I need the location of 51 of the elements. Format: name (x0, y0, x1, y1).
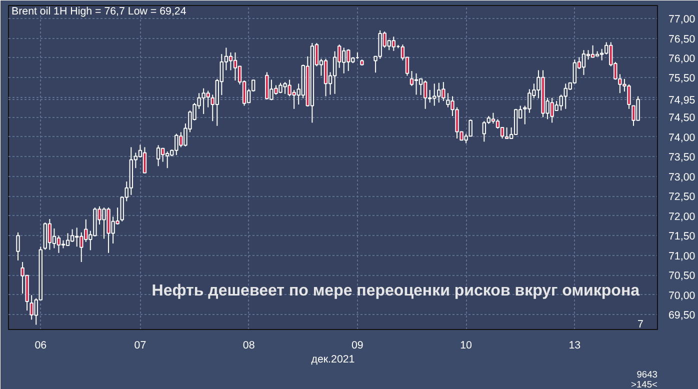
candlestick (156, 144, 160, 167)
x-tick-label: 08 (242, 340, 255, 352)
annotation: Нефть дешевеет по мере переоценки рисков вкруг омикрона (152, 282, 640, 300)
candlestick (600, 48, 604, 61)
y-tick-label: 72,50 (668, 191, 696, 204)
x-tick-label: 13 (568, 340, 581, 352)
x-tick-label: 06 (34, 340, 47, 352)
candlestick (324, 58, 328, 97)
x-tick-label: 07 (134, 340, 146, 352)
candlestick (410, 70, 414, 87)
y-tick-label: 75,50 (668, 72, 696, 85)
candlestick (482, 120, 486, 142)
y-tick-label: 74,95 (668, 94, 696, 106)
y-tick-label: 76,50 (668, 33, 696, 46)
candlestick (423, 80, 428, 110)
candlestick (582, 50, 586, 76)
candlestick (414, 72, 418, 96)
y-tick-label: 77,00 (668, 14, 696, 26)
y-tick-label: 71,50 (668, 230, 696, 243)
y-tick-label: 73,00 (668, 171, 696, 184)
candlestick (74, 227, 79, 248)
candlestick (160, 147, 165, 162)
candlestick (66, 232, 70, 246)
candlestick (590, 44, 595, 58)
annotation: 7 (638, 318, 644, 330)
candlestick (48, 218, 52, 250)
candlestick (504, 126, 509, 139)
text: >145< (631, 380, 658, 389)
candlestick (70, 228, 74, 242)
y-tick-label: 74,50 (668, 112, 696, 124)
y-tick-label: 69,50 (668, 310, 696, 322)
x-tick-label: 10 (460, 340, 472, 352)
y-tick-label: 74,00 (668, 132, 696, 144)
candlestick (56, 235, 61, 254)
candlestick (142, 146, 147, 174)
candlestick (491, 112, 496, 124)
chart-title: Brent oil 1H High = 76,7 Low = 69,24 (12, 6, 186, 18)
x-tick-label: 09 (352, 340, 364, 352)
y-tick-label: 70,50 (668, 270, 696, 282)
y-tick-label: 70,00 (668, 290, 696, 302)
y-tick-label: 76,00 (668, 52, 696, 65)
y-tick-label: 72,00 (668, 210, 696, 223)
x-axis-title: дек.2021 (311, 354, 355, 366)
text: 9643 (636, 370, 658, 380)
candlestick (16, 232, 20, 261)
candlestick (233, 52, 238, 81)
candlestick (418, 78, 423, 96)
candlestick (228, 52, 233, 71)
candlestick (392, 36, 396, 52)
y-tick-label: 73,50 (668, 152, 696, 164)
y-tick-label: 71,00 (668, 250, 696, 262)
